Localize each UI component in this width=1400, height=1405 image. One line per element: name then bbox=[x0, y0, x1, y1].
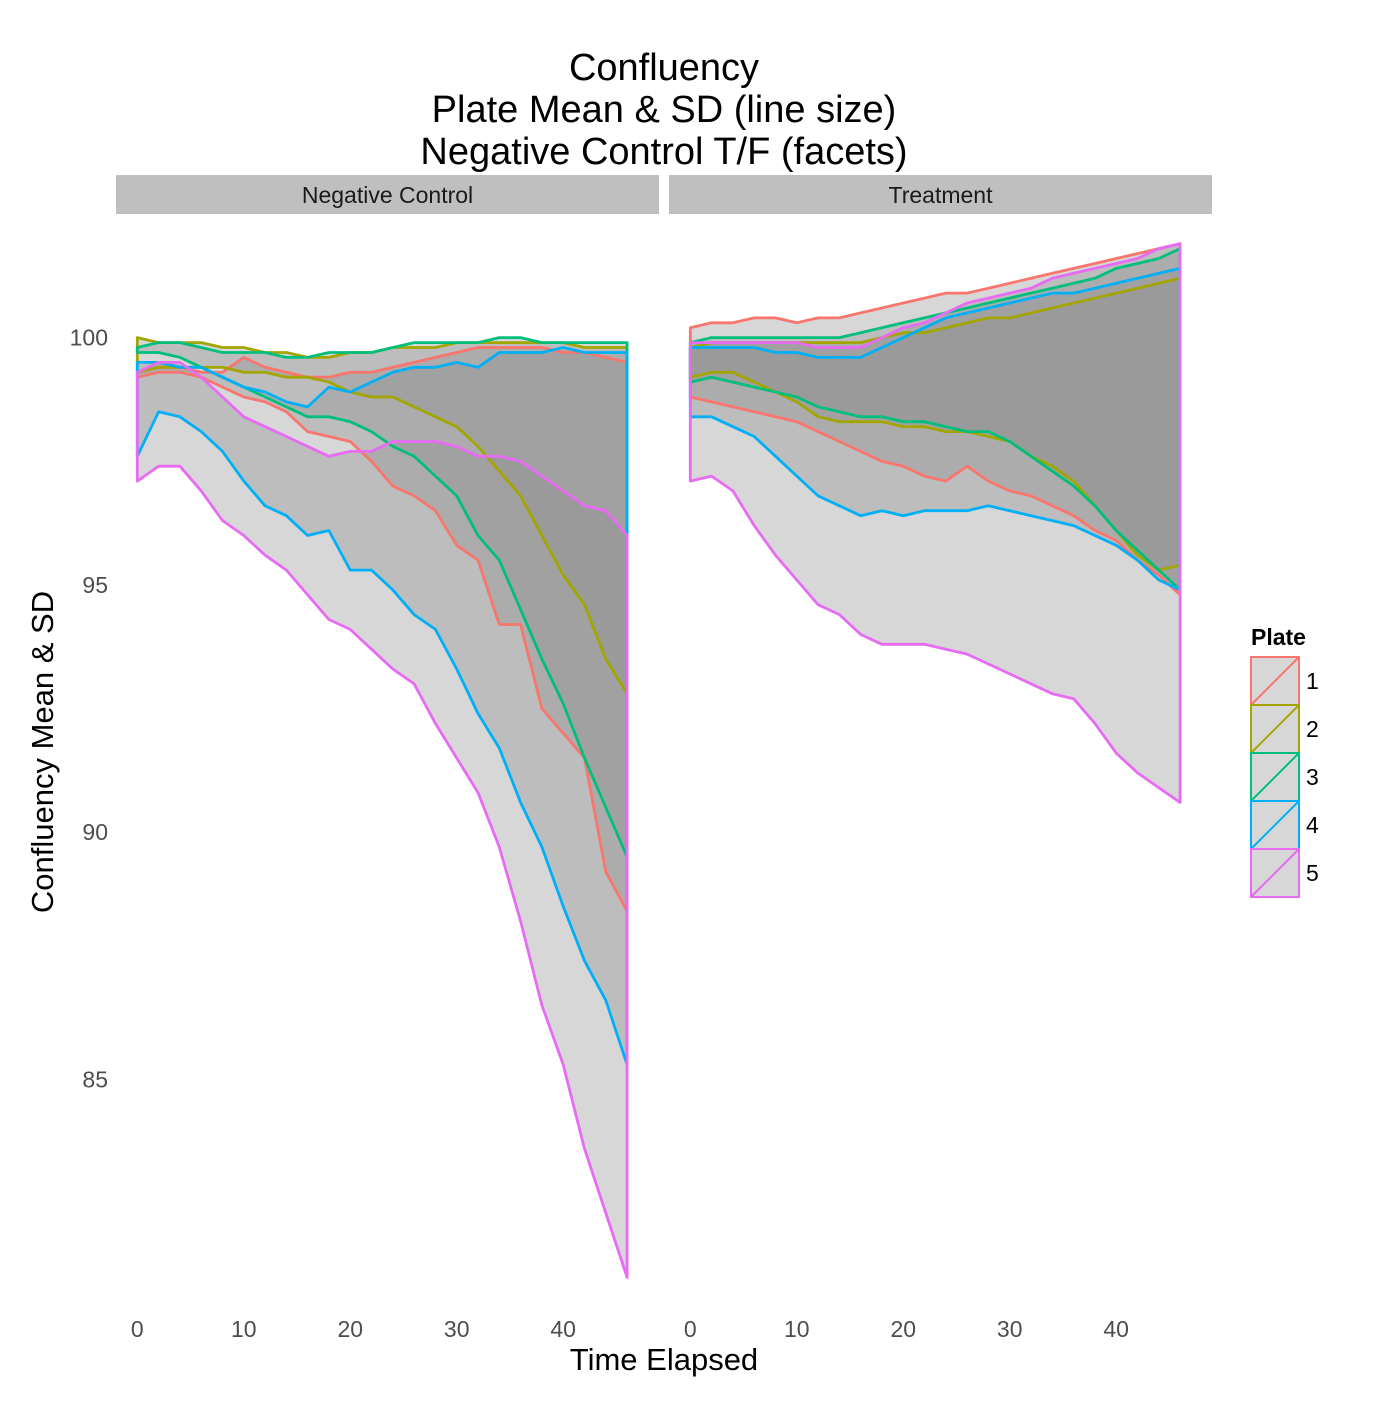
y-tick-label: 90 bbox=[82, 819, 108, 845]
y-tick-label: 100 bbox=[70, 325, 108, 351]
x-tick-label: 40 bbox=[1103, 1316, 1129, 1342]
x-tick-label: 30 bbox=[997, 1316, 1023, 1342]
panel-0 bbox=[135, 336, 629, 1279]
facet-strips: Negative Control Treatment bbox=[116, 175, 1212, 214]
legend-key-diagonal bbox=[1250, 656, 1300, 706]
legend-label-plate-5: 5 bbox=[1306, 860, 1319, 886]
y-axis-label: Confluency Mean & SD bbox=[25, 591, 60, 913]
legend-title: Plate bbox=[1251, 624, 1306, 650]
x-tick-label: 0 bbox=[684, 1316, 697, 1342]
x-tick-label: 10 bbox=[784, 1316, 810, 1342]
facet-strip-label: Negative Control bbox=[302, 182, 473, 208]
ribbon-fill-plate-1 bbox=[137, 347, 628, 912]
ribbon-fill-plate-3 bbox=[137, 337, 628, 857]
legend-key-diagonal bbox=[1250, 800, 1300, 850]
legend-key-diagonal bbox=[1250, 704, 1300, 754]
legend-key-diagonal bbox=[1250, 752, 1300, 802]
facet-strip bbox=[669, 175, 1212, 214]
x-tick-label: 0 bbox=[131, 1316, 144, 1342]
y-tick-label: 95 bbox=[82, 572, 108, 598]
x-axis-ticks: 0 10 20 30 40 0 10 20 30 40 bbox=[131, 1316, 1129, 1342]
ribbon-outline-plate-5 bbox=[688, 242, 1182, 804]
x-tick-label: 30 bbox=[444, 1316, 470, 1342]
chart-title-line-3: Negative Control T/F (facets) bbox=[420, 131, 907, 173]
x-tick-label: 20 bbox=[890, 1316, 916, 1342]
ribbon-outline-plate-5 bbox=[135, 361, 629, 1279]
ribbon-fill-plate-3 bbox=[690, 248, 1181, 590]
ribbon-fill-plate-5 bbox=[137, 362, 628, 1278]
chart-title-line-1: Confluency bbox=[569, 47, 759, 89]
facet-strip bbox=[116, 175, 659, 214]
x-axis-label: Time Elapsed bbox=[570, 1342, 758, 1377]
legend-label-plate-3: 3 bbox=[1306, 764, 1319, 790]
panel-1 bbox=[688, 242, 1182, 804]
legend: Plate 1 2 3 4 5 bbox=[1250, 624, 1319, 898]
facet-strip-label: Treatment bbox=[889, 182, 994, 208]
chart-title-group: Confluency Plate Mean & SD (line size) N… bbox=[420, 47, 907, 173]
legend-label-plate-1: 1 bbox=[1306, 668, 1319, 694]
ribbon-fill-plate-2 bbox=[137, 337, 628, 694]
x-tick-label: 20 bbox=[337, 1316, 363, 1342]
ribbon-fill-plate-4 bbox=[137, 347, 628, 1065]
ribbon-fill-plate-5 bbox=[690, 243, 1181, 803]
x-tick-label: 10 bbox=[231, 1316, 257, 1342]
chart-title-line-2: Plate Mean & SD (line size) bbox=[432, 89, 897, 131]
legend-label-plate-2: 2 bbox=[1306, 716, 1319, 742]
legend-label-plate-4: 4 bbox=[1306, 812, 1319, 838]
y-axis-ticks: 85 90 95 100 bbox=[70, 325, 108, 1093]
legend-key-diagonal bbox=[1250, 848, 1300, 898]
x-tick-label: 40 bbox=[550, 1316, 576, 1342]
panels bbox=[135, 242, 1182, 1279]
y-tick-label: 85 bbox=[82, 1066, 108, 1092]
